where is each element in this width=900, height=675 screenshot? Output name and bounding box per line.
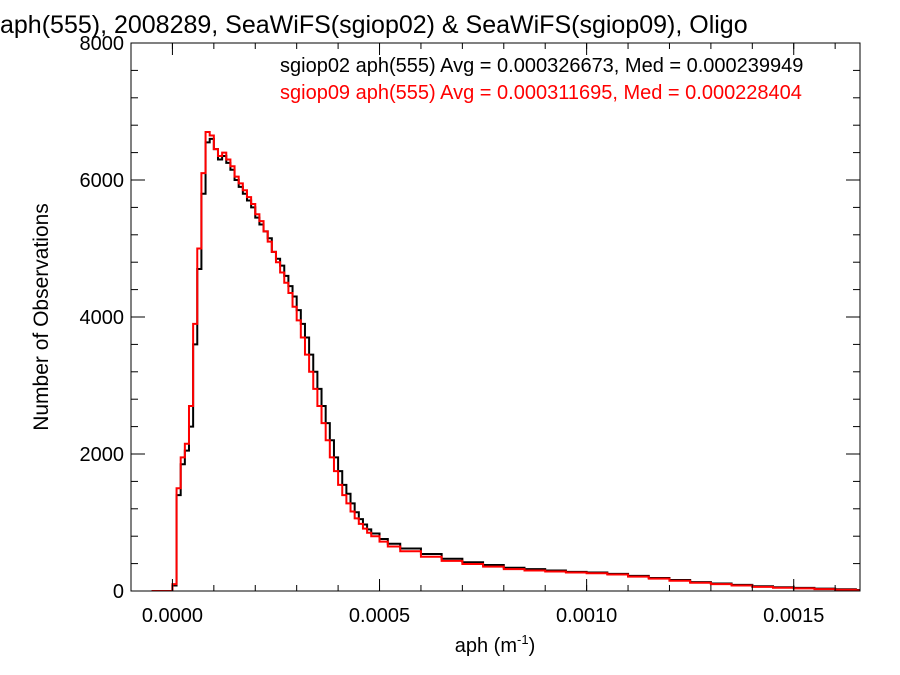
- x-axis-label: aph (m-1): [455, 632, 535, 657]
- y-tick-label: 4000: [80, 307, 125, 329]
- series-line-2: [151, 131, 860, 591]
- plot-area: [151, 131, 860, 591]
- series-line-1: [151, 137, 860, 591]
- x-tick-label: 0.0005: [349, 605, 410, 627]
- plot-frame: [130, 42, 861, 592]
- x-tick-label: 0.0015: [763, 605, 824, 627]
- y-tick-label: 6000: [80, 170, 125, 192]
- legend-entry-2: sgiop09 aph(555) Avg = 0.000311695, Med …: [280, 82, 802, 104]
- x-tick-label: 0.0000: [142, 605, 203, 627]
- legend-entry-1: sgiop02 aph(555) Avg = 0.000326673, Med …: [280, 55, 803, 77]
- x-axis-label-close: ): [529, 635, 536, 657]
- y-tick-label: 8000: [80, 33, 125, 55]
- x-axis-label-exponent: -1: [517, 632, 529, 647]
- y-tick-label: 2000: [80, 444, 125, 466]
- chart-title: aph(555), 2008289, SeaWiFS(sgiop02) & Se…: [0, 11, 748, 39]
- y-tick-label: 0: [113, 581, 124, 603]
- y-axis-label: Number of Observations: [30, 203, 53, 431]
- x-tick-label: 0.0010: [556, 605, 617, 627]
- x-axis-label-main: aph (m: [455, 635, 517, 657]
